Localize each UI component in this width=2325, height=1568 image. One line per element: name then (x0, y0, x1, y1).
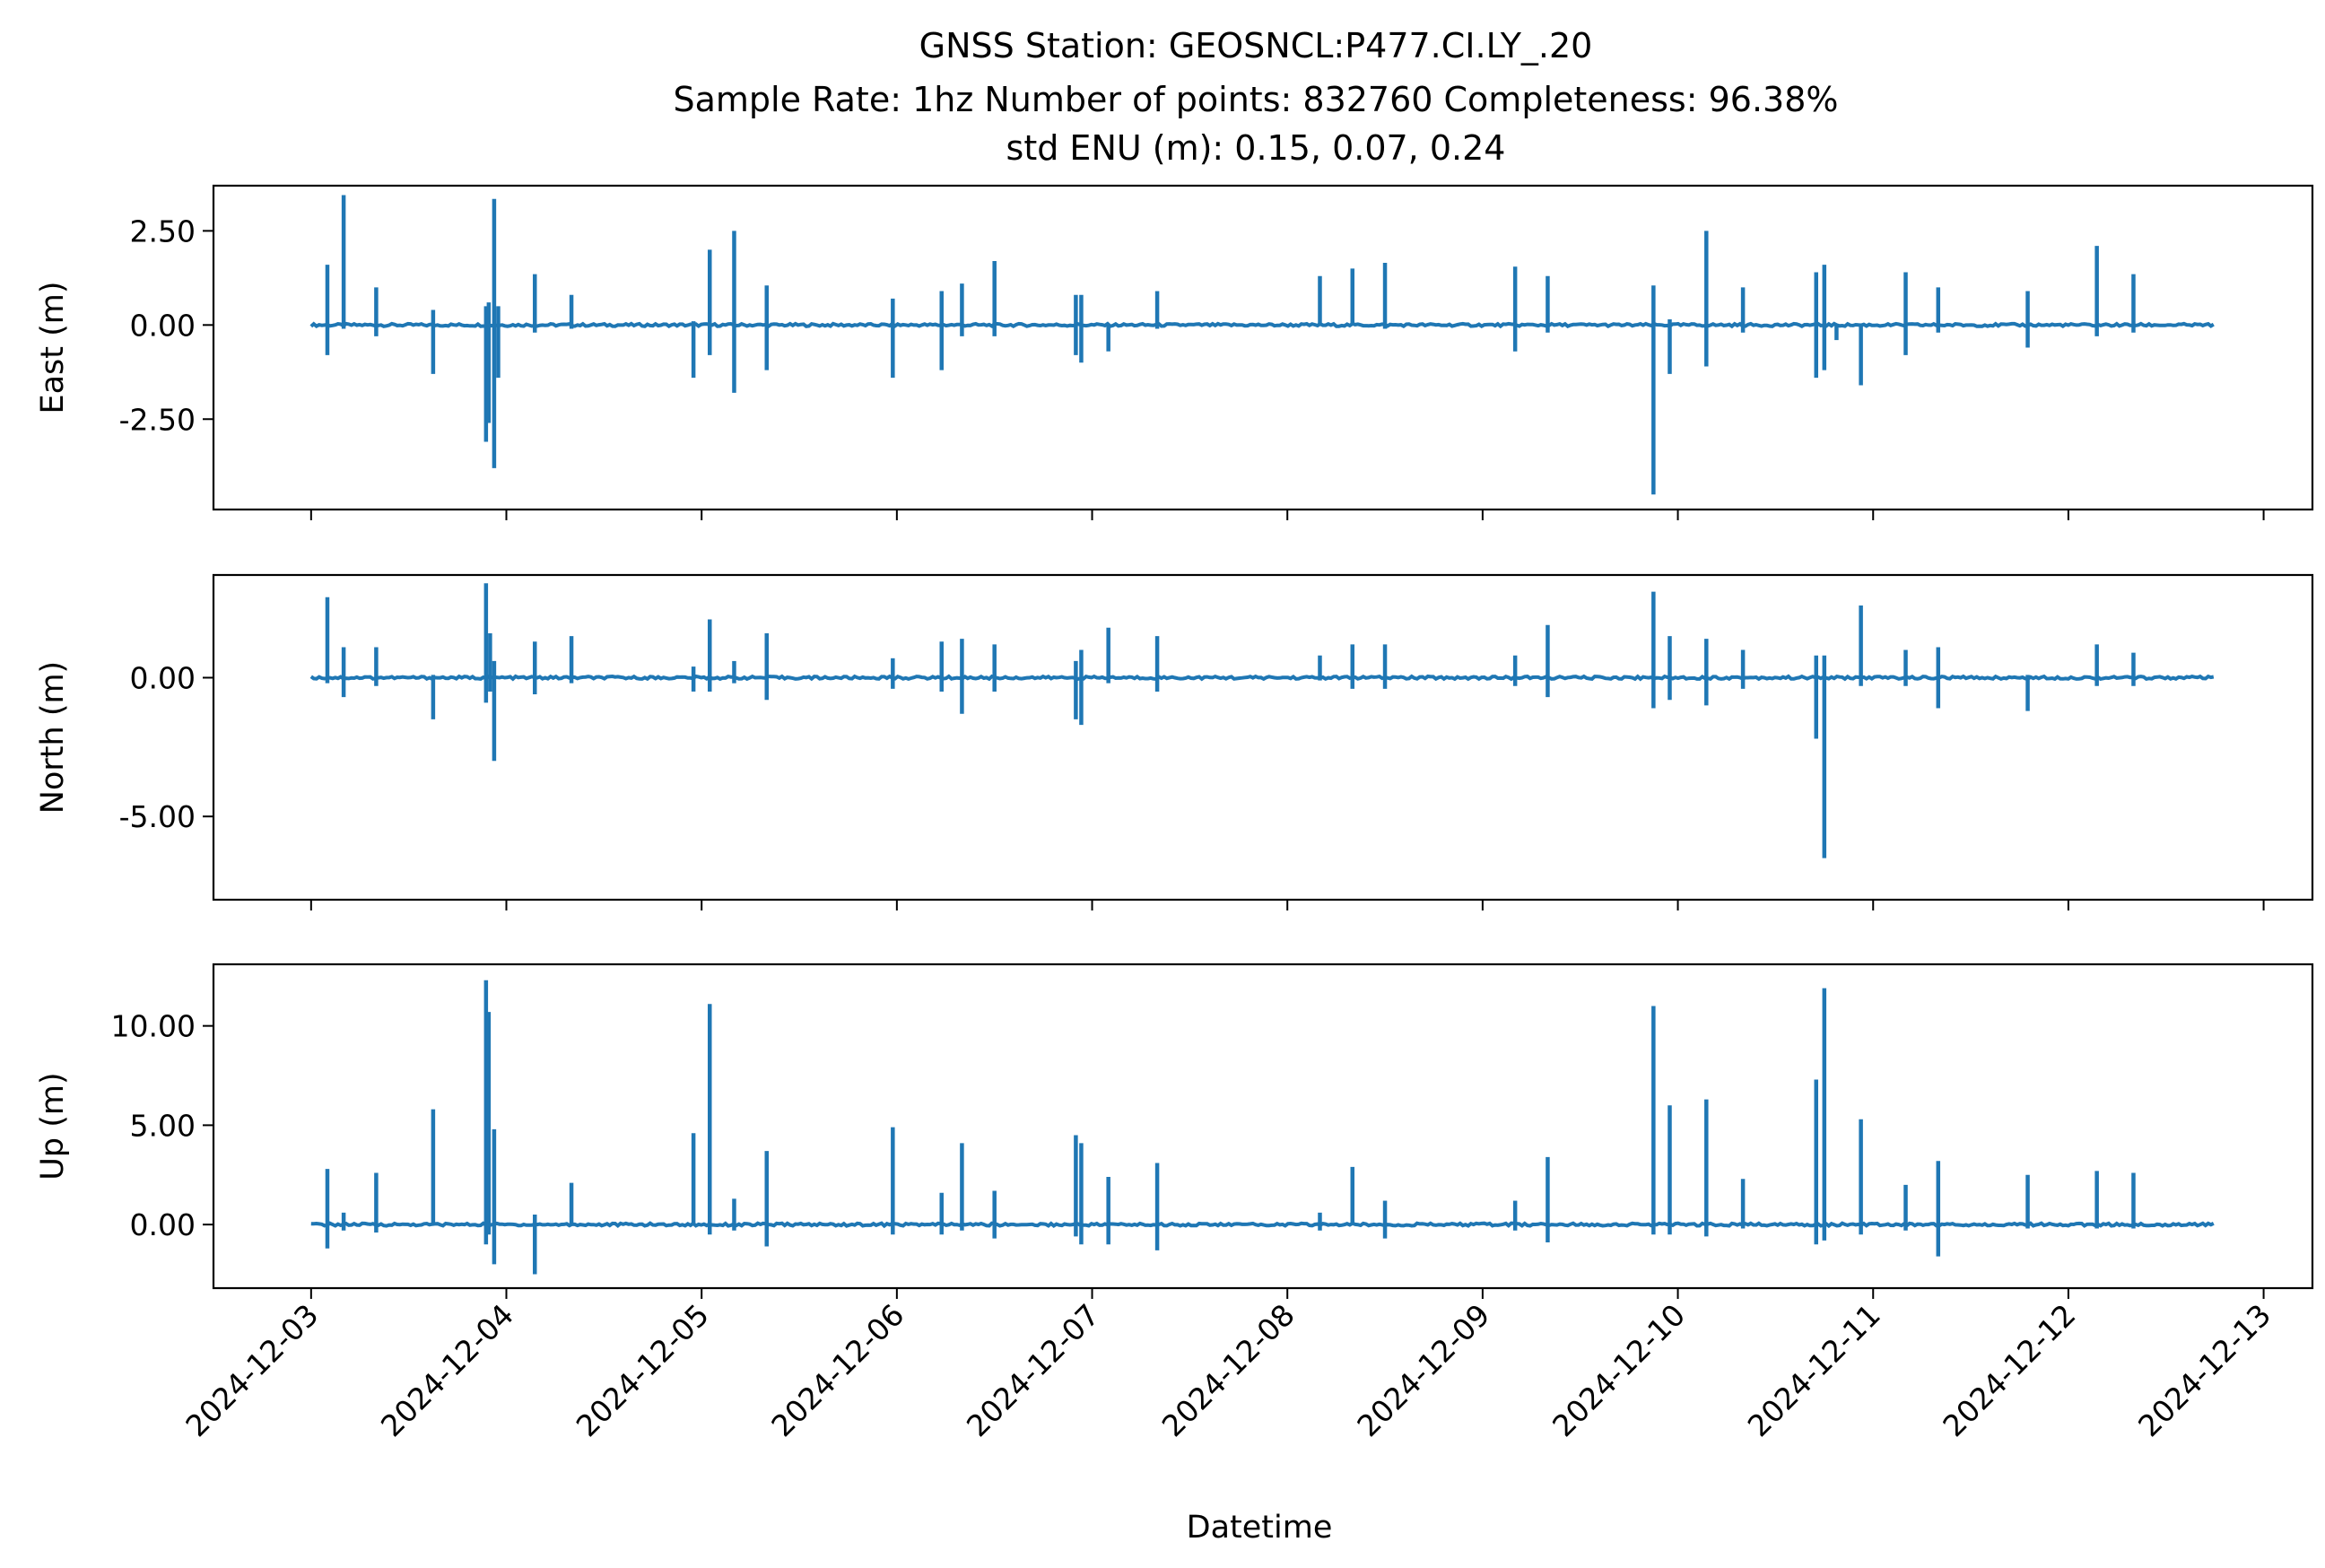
subplot-east: 2.50 0.00 -2.50 East (m) (35, 184, 2314, 520)
subplots: 2.50 0.00 -2.50 East (m) 0.00 -5.00 North (m) 1… (35, 184, 2314, 1443)
axes-frame (212, 573, 2314, 902)
axes-frame (212, 184, 2314, 511)
series-baseline (310, 1221, 2215, 1229)
x-tick-label: 2024-12-10 (1546, 1297, 1692, 1443)
series-baseline (309, 674, 2215, 682)
x-tick-label: 2024-12-06 (764, 1297, 910, 1443)
y-tick-label: 0.00 (130, 1207, 196, 1242)
title-line-2: Sample Rate: 1hz Number of points: 83276… (674, 80, 1839, 119)
y-tick-label: 0.00 (130, 660, 196, 695)
axes-frame (212, 963, 2314, 1290)
y-tick-label: 5.00 (130, 1108, 196, 1143)
y-axis-label: East (m) (35, 281, 71, 414)
x-tick-label: 2024-12-08 (1155, 1297, 1302, 1443)
y-tick-label: 10.00 (111, 1009, 196, 1044)
title-line-1: GNSS Station: GEOSNCL:P477.CI.LY_.20 (919, 26, 1593, 65)
x-tick-label: 2024-12-11 (1741, 1297, 1887, 1443)
series-baseline (309, 321, 2215, 329)
x-axis-label: Datetime (1187, 1510, 1333, 1546)
x-tick-label: 2024-12-05 (570, 1297, 716, 1443)
x-tick-label: 2024-12-09 (1350, 1297, 1496, 1443)
title-line-3: std ENU (m): 0.15, 0.07, 0.24 (1006, 128, 1506, 168)
x-tick-label: 2024-12-13 (2131, 1297, 2277, 1443)
x-tick-label: 2024-12-12 (1936, 1297, 2082, 1443)
x-tick-labels: 2024-12-03 2024-12-04 2024-12-05 2024-12-06… (179, 1297, 2277, 1443)
y-tick-label: 0.00 (130, 308, 196, 343)
y-tick-label: -2.50 (119, 402, 196, 437)
x-tick-label: 2024-12-07 (960, 1297, 1106, 1443)
y-axis-label: North (m) (35, 661, 71, 814)
subplot-north: 0.00 -5.00 North (m) (35, 573, 2314, 910)
x-tick-label: 2024-12-04 (374, 1297, 520, 1443)
y-tick-label: -5.00 (119, 799, 196, 834)
y-axis-label: Up (m) (35, 1072, 71, 1180)
figure-title: GNSS Station: GEOSNCL:P477.CI.LY_.20 Sam… (674, 26, 1839, 168)
y-tick-label: 2.50 (130, 213, 196, 248)
subplot-up: 10.00 5.00 0.00 Up (m) (35, 963, 2314, 1299)
x-tick-label: 2024-12-03 (179, 1297, 325, 1443)
